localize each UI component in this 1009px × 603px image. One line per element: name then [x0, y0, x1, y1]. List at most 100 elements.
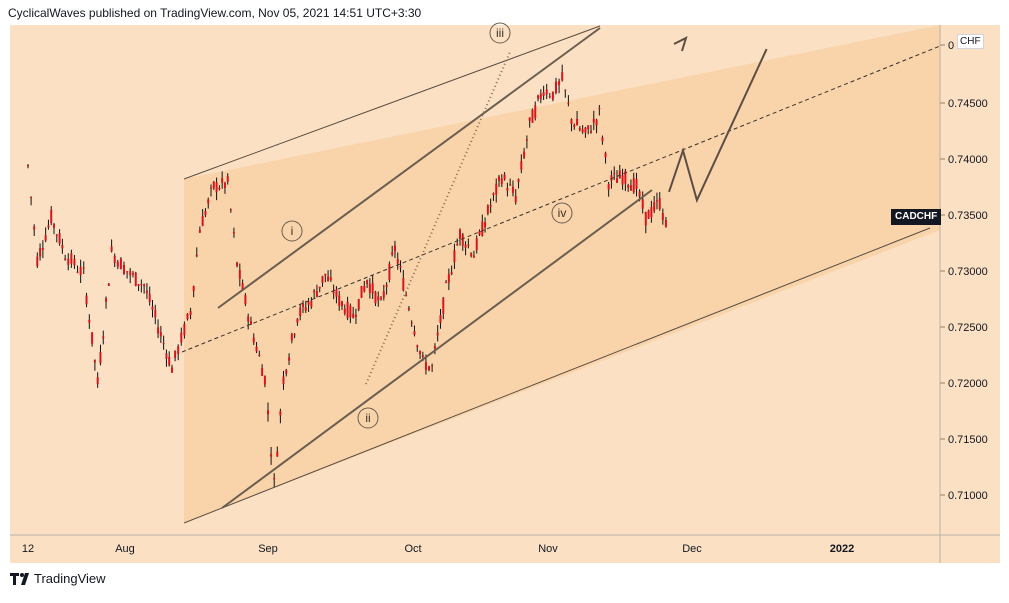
- currency-badge[interactable]: CHF: [957, 34, 984, 49]
- candle-body: [148, 293, 151, 303]
- candle-body: [520, 161, 523, 170]
- candle-body: [561, 72, 564, 81]
- candle-body: [30, 196, 33, 199]
- candle-body: [279, 411, 282, 416]
- candle-body: [171, 367, 173, 373]
- candle-body: [186, 313, 189, 320]
- candle-body: [249, 321, 252, 325]
- candle-body: [327, 276, 330, 282]
- candle-body: [238, 269, 241, 279]
- candle-body: [321, 276, 324, 283]
- candle-body: [539, 93, 542, 100]
- candle-body: [632, 178, 635, 193]
- candle-body: [396, 259, 399, 264]
- candle-body: [467, 244, 470, 246]
- candle-body: [618, 170, 621, 179]
- footer-brand[interactable]: TradingView: [10, 571, 106, 586]
- candle-body: [531, 109, 534, 123]
- candle-body: [570, 119, 573, 125]
- candle-body: [658, 198, 661, 210]
- candle-body: [385, 284, 388, 288]
- candle-body: [183, 324, 186, 336]
- candle-body: [391, 252, 394, 255]
- candle-body: [357, 298, 360, 310]
- candle-body: [486, 205, 489, 214]
- candle-body: [558, 80, 561, 86]
- candle-body: [402, 278, 405, 291]
- candle-body: [195, 254, 198, 257]
- candle-body: [53, 224, 56, 228]
- candle-body: [229, 209, 232, 211]
- candle-body: [511, 187, 514, 193]
- candle-body: [299, 307, 302, 317]
- candle-body: [354, 314, 357, 317]
- y-tick-label: 0: [948, 40, 954, 52]
- candle-body: [180, 332, 183, 343]
- wave-label-iv: iv: [551, 202, 573, 224]
- candle-body: [96, 377, 99, 384]
- candle-body: [647, 210, 650, 219]
- candle-body: [159, 332, 162, 337]
- x-tick-label: Nov: [538, 543, 558, 555]
- candle-body: [177, 346, 180, 355]
- candle-body: [349, 305, 352, 318]
- candle-body: [137, 284, 140, 287]
- wave-label-iii-text: iii: [496, 26, 504, 40]
- y-tick-label: 0.73500: [948, 210, 988, 222]
- candle-body: [542, 92, 545, 96]
- candle-body: [273, 477, 276, 480]
- candle-body: [252, 337, 255, 343]
- candle-body: [472, 255, 475, 258]
- candle-body: [207, 199, 210, 204]
- candle-body: [304, 307, 307, 311]
- candle-body: [107, 283, 110, 286]
- candle-body: [661, 212, 664, 221]
- candle-body: [388, 264, 391, 280]
- candle-body: [664, 219, 667, 227]
- candle-body: [484, 222, 487, 228]
- candle-body: [413, 331, 416, 335]
- candle-body: [470, 253, 473, 257]
- candle-body: [79, 266, 82, 276]
- candle-body: [241, 283, 244, 290]
- candle-body: [226, 175, 229, 182]
- candle-body: [616, 178, 619, 183]
- candle-body: [601, 137, 604, 142]
- candle-body: [165, 353, 168, 359]
- wave-label-i: i: [281, 220, 303, 242]
- candle-body: [313, 290, 316, 293]
- candle-body: [113, 255, 116, 264]
- candle-body: [223, 182, 226, 188]
- symbol-badge: CADCHF: [891, 209, 942, 225]
- projection-path: [668, 48, 768, 204]
- candle-body: [573, 125, 576, 128]
- candle-body: [276, 451, 279, 457]
- candle-body: [464, 244, 467, 248]
- candle-body: [244, 295, 247, 305]
- candle-body: [567, 102, 570, 104]
- candle-body: [419, 351, 422, 355]
- candle-body: [174, 350, 177, 359]
- candle-body: [433, 346, 436, 349]
- candle-body: [198, 229, 201, 233]
- candle-body: [221, 177, 224, 183]
- candle-body: [36, 256, 39, 267]
- candle-body: [215, 182, 218, 193]
- candle-body: [236, 262, 239, 267]
- candle-body: [145, 290, 148, 294]
- candle-body: [126, 271, 129, 273]
- candle-body: [129, 270, 132, 276]
- time-scale-background: [10, 535, 1000, 563]
- candle-body: [380, 297, 383, 300]
- x-tick-label: Sep: [258, 543, 278, 555]
- candle-body: [498, 176, 501, 181]
- candle-body: [363, 285, 366, 292]
- y-tick-label: 0.74000: [948, 154, 988, 166]
- candle-body: [329, 277, 332, 281]
- candle-body: [73, 258, 76, 266]
- candle-body: [255, 346, 258, 352]
- candle-body: [210, 187, 213, 189]
- wave-label-iv-text: iv: [558, 206, 567, 220]
